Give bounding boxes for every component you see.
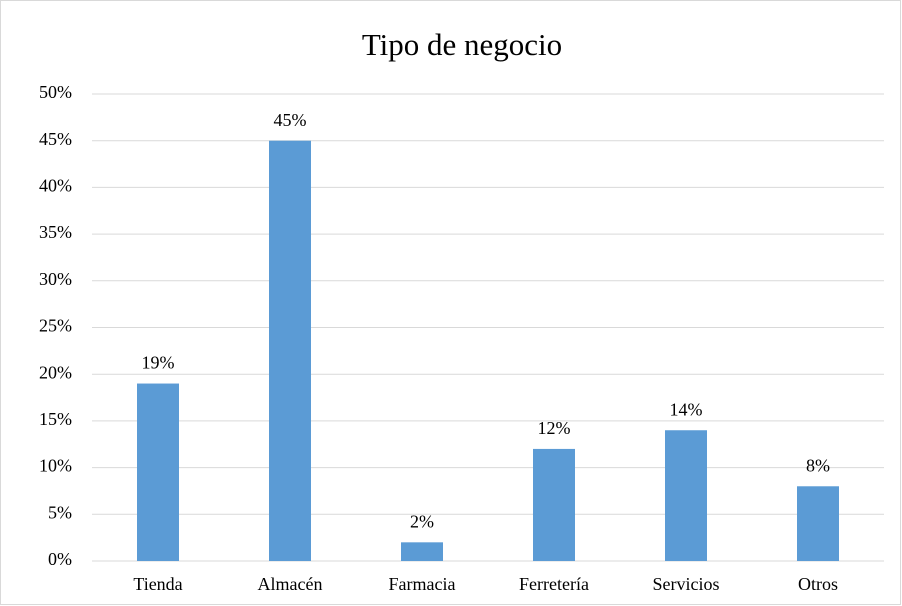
bar	[401, 542, 443, 561]
x-tick-label: Farmacia	[389, 574, 456, 594]
y-tick-label: 50%	[39, 82, 72, 102]
x-tick-label: Servicios	[653, 574, 720, 594]
y-tick-label: 30%	[39, 269, 72, 289]
y-tick-label: 0%	[48, 549, 72, 569]
data-label: 14%	[670, 399, 703, 419]
x-tick-label: Otros	[798, 574, 838, 594]
y-tick-label: 10%	[39, 456, 72, 476]
bar	[137, 383, 179, 561]
y-tick-label: 40%	[39, 176, 72, 196]
bar	[797, 486, 839, 561]
data-label: 19%	[142, 353, 175, 373]
bar	[269, 140, 311, 561]
y-tick-label: 15%	[39, 409, 72, 429]
y-tick-label: 25%	[39, 316, 72, 336]
data-label: 45%	[274, 110, 307, 130]
data-label: 12%	[538, 418, 571, 438]
x-tick-label: Ferretería	[519, 574, 589, 594]
y-tick-label: 20%	[39, 362, 72, 382]
bar	[533, 448, 575, 561]
y-tick-label: 45%	[39, 129, 72, 149]
bar	[665, 430, 707, 561]
chart-title: Tipo de negocio	[362, 27, 562, 62]
y-tick-label: 5%	[48, 502, 72, 522]
data-label: 2%	[410, 511, 434, 531]
y-tick-label: 35%	[39, 222, 72, 242]
x-tick-label: Tienda	[133, 574, 182, 594]
x-tick-label: Almacén	[258, 574, 323, 594]
data-label: 8%	[806, 455, 830, 475]
